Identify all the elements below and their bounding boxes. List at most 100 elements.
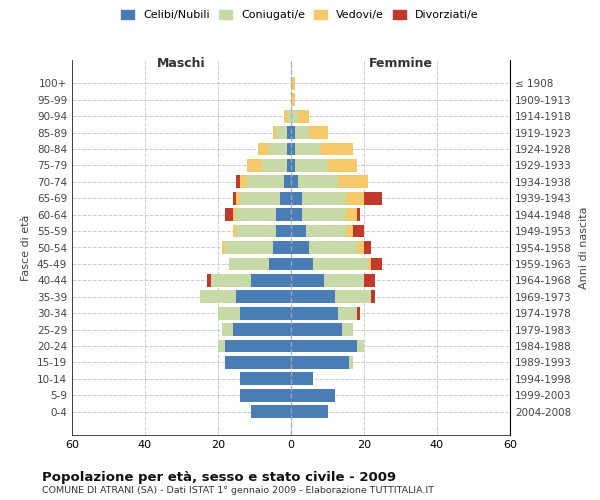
Bar [280, 192, 291, 204]
Bar [269, 258, 291, 270]
Bar [309, 126, 328, 139]
Bar [291, 323, 342, 336]
Bar [284, 176, 291, 188]
Bar [356, 306, 361, 320]
Bar [200, 290, 236, 303]
Bar [346, 208, 356, 221]
Bar [291, 274, 324, 286]
Bar [240, 372, 291, 385]
Bar [291, 405, 328, 418]
Bar [335, 290, 371, 303]
Text: Maschi: Maschi [157, 58, 206, 70]
Bar [273, 241, 291, 254]
Bar [291, 258, 313, 270]
Bar [236, 192, 240, 204]
Bar [313, 258, 368, 270]
Bar [226, 241, 273, 254]
Bar [236, 224, 277, 237]
Text: Popolazione per età, sesso e stato civile - 2009: Popolazione per età, sesso e stato civil… [42, 471, 396, 484]
Bar [251, 274, 291, 286]
Bar [291, 290, 335, 303]
Bar [218, 306, 240, 320]
Bar [309, 241, 356, 254]
Bar [346, 224, 353, 237]
Bar [364, 241, 371, 254]
Bar [269, 142, 287, 156]
Bar [211, 274, 251, 286]
Bar [291, 142, 295, 156]
Bar [324, 274, 364, 286]
Bar [356, 241, 364, 254]
Bar [240, 306, 291, 320]
Bar [207, 274, 211, 286]
Bar [371, 258, 382, 270]
Bar [368, 258, 371, 270]
Bar [291, 94, 295, 106]
Bar [226, 356, 291, 368]
Bar [277, 126, 287, 139]
Bar [284, 110, 287, 122]
Bar [291, 372, 313, 385]
Bar [221, 323, 233, 336]
Bar [233, 224, 236, 237]
Bar [221, 241, 226, 254]
Bar [287, 159, 291, 172]
Bar [298, 176, 338, 188]
Bar [356, 340, 364, 352]
Bar [291, 389, 335, 402]
Bar [291, 192, 302, 204]
Bar [236, 208, 277, 221]
Text: Femmine: Femmine [368, 58, 433, 70]
Bar [346, 192, 364, 204]
Bar [364, 192, 382, 204]
Bar [291, 77, 295, 90]
Bar [233, 208, 236, 221]
Bar [291, 224, 305, 237]
Text: COMUNE DI ATRANI (SA) - Dati ISTAT 1° gennaio 2009 - Elaborazione TUTTITALIA.IT: COMUNE DI ATRANI (SA) - Dati ISTAT 1° ge… [42, 486, 434, 495]
Bar [364, 274, 375, 286]
Bar [338, 306, 356, 320]
Bar [349, 356, 353, 368]
Bar [277, 208, 291, 221]
Bar [291, 208, 302, 221]
Bar [229, 258, 269, 270]
Bar [295, 159, 328, 172]
Bar [218, 340, 226, 352]
Bar [247, 159, 262, 172]
Bar [226, 208, 233, 221]
Bar [287, 110, 291, 122]
Bar [287, 142, 291, 156]
Bar [295, 126, 309, 139]
Legend: Celibi/Nubili, Coniugati/e, Vedovi/e, Divorziati/e: Celibi/Nubili, Coniugati/e, Vedovi/e, Di… [117, 6, 483, 25]
Bar [302, 208, 346, 221]
Bar [291, 340, 356, 352]
Bar [287, 126, 291, 139]
Bar [291, 126, 295, 139]
Bar [295, 142, 320, 156]
Bar [291, 110, 298, 122]
Bar [291, 241, 309, 254]
Bar [251, 405, 291, 418]
Y-axis label: Fasce di età: Fasce di età [22, 214, 31, 280]
Bar [320, 142, 353, 156]
Bar [291, 306, 338, 320]
Bar [291, 159, 295, 172]
Bar [298, 110, 309, 122]
Bar [338, 176, 368, 188]
Bar [371, 290, 375, 303]
Bar [302, 192, 346, 204]
Bar [236, 176, 240, 188]
Bar [356, 208, 361, 221]
Bar [233, 192, 236, 204]
Bar [353, 224, 364, 237]
Bar [277, 224, 291, 237]
Bar [273, 126, 277, 139]
Bar [291, 176, 298, 188]
Y-axis label: Anni di nascita: Anni di nascita [578, 206, 589, 289]
Bar [305, 224, 346, 237]
Bar [240, 176, 247, 188]
Bar [236, 290, 291, 303]
Bar [226, 340, 291, 352]
Bar [328, 159, 356, 172]
Bar [247, 176, 284, 188]
